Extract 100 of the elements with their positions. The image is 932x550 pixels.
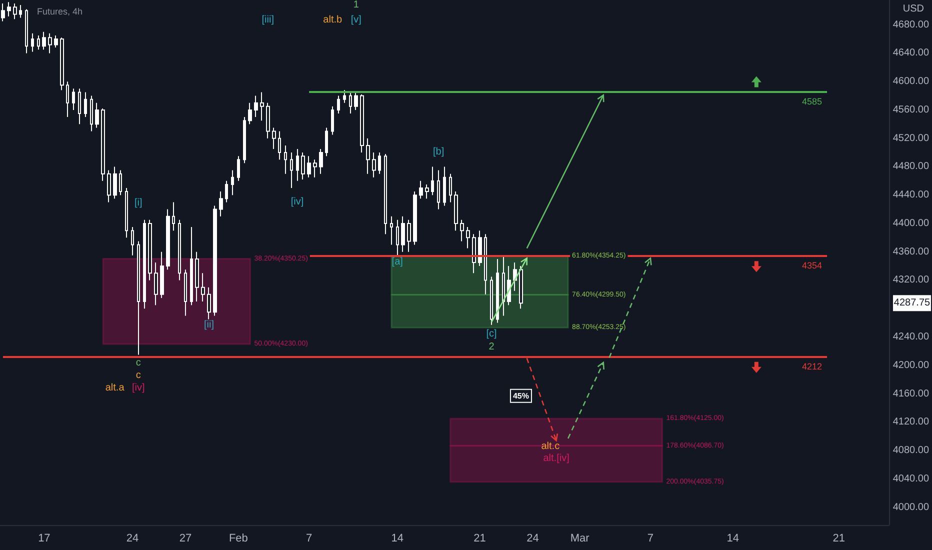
candlestick bbox=[213, 205, 217, 316]
candlestick bbox=[107, 170, 111, 203]
candlestick bbox=[37, 34, 40, 50]
x-tick-label: 21 bbox=[832, 532, 845, 544]
candlestick bbox=[19, 4, 22, 18]
y-tick-label: 4080.00 bbox=[892, 445, 930, 456]
text: Futures, 4h bbox=[37, 6, 83, 16]
candlestick bbox=[219, 191, 223, 217]
candlestick bbox=[390, 216, 393, 246]
candlestick bbox=[431, 166, 434, 196]
annotation: alt.c bbox=[541, 441, 560, 452]
y-tick-label: 4600.00 bbox=[892, 76, 930, 88]
annotation: [c] bbox=[486, 328, 498, 340]
text: 4287.75 bbox=[894, 298, 931, 309]
candlestick bbox=[407, 219, 411, 252]
ref-line-label: 4212 bbox=[802, 361, 822, 372]
annotation: [a] bbox=[392, 256, 404, 268]
candlestick bbox=[260, 92, 264, 122]
candlestick bbox=[372, 152, 376, 178]
annotation: [iv] bbox=[290, 196, 304, 208]
annotation: [iii] bbox=[262, 14, 274, 26]
y-tick-label: 4560.00 bbox=[892, 104, 930, 116]
x-tick-label: 24 bbox=[526, 532, 539, 544]
y-tick-label: 4640.00 bbox=[892, 48, 930, 59]
annotation: alt.b bbox=[323, 14, 342, 26]
candlestick bbox=[284, 144, 287, 174]
y-tick-label: 4040.00 bbox=[892, 473, 930, 484]
candlestick bbox=[184, 269, 187, 316]
candlestick bbox=[166, 208, 170, 270]
annotation: [v] bbox=[350, 14, 362, 26]
candlestick bbox=[319, 148, 323, 174]
candlestick bbox=[248, 102, 252, 125]
x-tick-label: Mar bbox=[570, 532, 590, 544]
annotation: alt.a bbox=[105, 382, 125, 394]
candlestick bbox=[254, 95, 258, 118]
candlestick bbox=[384, 153, 387, 235]
ref-line-label: 4354 bbox=[802, 260, 822, 271]
candlestick bbox=[490, 276, 493, 326]
candlestick bbox=[519, 266, 523, 310]
y-tick-label: 4360.00 bbox=[892, 246, 930, 258]
candlestick bbox=[113, 166, 117, 200]
candlestick bbox=[13, 3, 17, 20]
candlestick bbox=[66, 81, 69, 118]
y-tick-label: 4120.00 bbox=[892, 416, 930, 428]
x-tick-label: 27 bbox=[179, 532, 192, 544]
candlestick bbox=[201, 272, 205, 302]
candlestick bbox=[413, 191, 417, 246]
candlestick bbox=[48, 32, 52, 54]
candlestick bbox=[478, 230, 482, 267]
y-tick-label: 4160.00 bbox=[892, 388, 930, 400]
y-tick-label: 4480.00 bbox=[892, 161, 930, 172]
annotation: 1 bbox=[353, 0, 360, 10]
candlestick bbox=[90, 95, 93, 132]
candlestick bbox=[396, 219, 399, 256]
x-tick-label: 14 bbox=[726, 532, 739, 544]
candlestick bbox=[72, 88, 75, 110]
candlestick bbox=[190, 226, 193, 306]
y-tick-label: 4240.00 bbox=[892, 331, 930, 342]
candlestick bbox=[60, 37, 64, 91]
candlestick bbox=[7, 2, 11, 17]
y-tick-label: 4000.00 bbox=[892, 502, 930, 513]
candlestick bbox=[25, 8, 28, 54]
annotation: alt.[iv] bbox=[543, 453, 570, 464]
candlestick bbox=[301, 152, 305, 180]
candlestick bbox=[337, 95, 340, 114]
ref-line-label: 4585 bbox=[802, 96, 822, 107]
candlestick bbox=[460, 219, 464, 242]
candlestick bbox=[401, 216, 405, 252]
candlestick bbox=[472, 234, 476, 274]
annotation: c bbox=[136, 358, 141, 369]
candlestick bbox=[125, 188, 128, 238]
candlestick bbox=[1, 3, 5, 22]
candlestick bbox=[78, 88, 81, 125]
candlestick bbox=[443, 166, 446, 206]
y-tick-label: 4320.00 bbox=[892, 274, 930, 286]
candlestick bbox=[454, 191, 458, 232]
y-axis-title: USD bbox=[902, 4, 924, 14]
annotation: 2 bbox=[488, 341, 495, 352]
candlestick bbox=[366, 138, 370, 174]
candlestick bbox=[101, 108, 105, 182]
y-tick-label: 4680.00 bbox=[892, 19, 930, 30]
candlestick bbox=[349, 92, 352, 114]
candlestick bbox=[296, 148, 299, 182]
annotation: 45% bbox=[512, 391, 529, 400]
candlestick bbox=[419, 180, 423, 200]
candlestick bbox=[243, 116, 246, 164]
candlestick bbox=[237, 156, 240, 182]
candlestick bbox=[425, 184, 429, 200]
candlestick bbox=[278, 130, 281, 160]
candlestick bbox=[178, 219, 181, 281]
candlestick bbox=[331, 106, 334, 136]
candlestick bbox=[343, 90, 346, 104]
y-tick-label: 4440.00 bbox=[892, 190, 930, 201]
candlestick bbox=[160, 251, 164, 298]
annotation: [iv] bbox=[132, 382, 145, 394]
candlestick bbox=[313, 159, 317, 178]
candlestick bbox=[84, 92, 87, 118]
candlestick bbox=[272, 127, 276, 150]
candlestick bbox=[502, 254, 505, 316]
candlestick bbox=[378, 152, 381, 174]
